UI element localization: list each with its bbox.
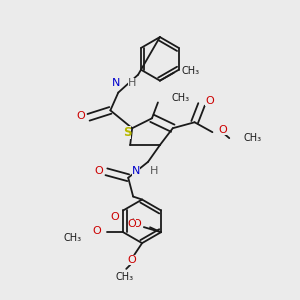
Text: CH₃: CH₃ <box>172 94 190 103</box>
Text: O: O <box>205 97 214 106</box>
Text: O: O <box>111 212 119 222</box>
Text: H: H <box>128 78 136 88</box>
Text: O: O <box>128 219 136 229</box>
Text: CH₃: CH₃ <box>64 233 82 243</box>
Text: O: O <box>76 111 85 121</box>
Text: CH₃: CH₃ <box>182 66 200 76</box>
Text: N: N <box>132 166 140 176</box>
Text: N: N <box>112 78 120 88</box>
Text: H: H <box>150 166 158 176</box>
Text: O: O <box>218 125 227 135</box>
Text: CH₃: CH₃ <box>243 133 261 143</box>
Text: O: O <box>93 226 101 236</box>
Text: O: O <box>128 255 136 265</box>
Text: O: O <box>132 219 141 229</box>
Text: CH₃: CH₃ <box>115 272 133 282</box>
Text: O: O <box>94 166 103 176</box>
Text: S: S <box>123 126 131 139</box>
